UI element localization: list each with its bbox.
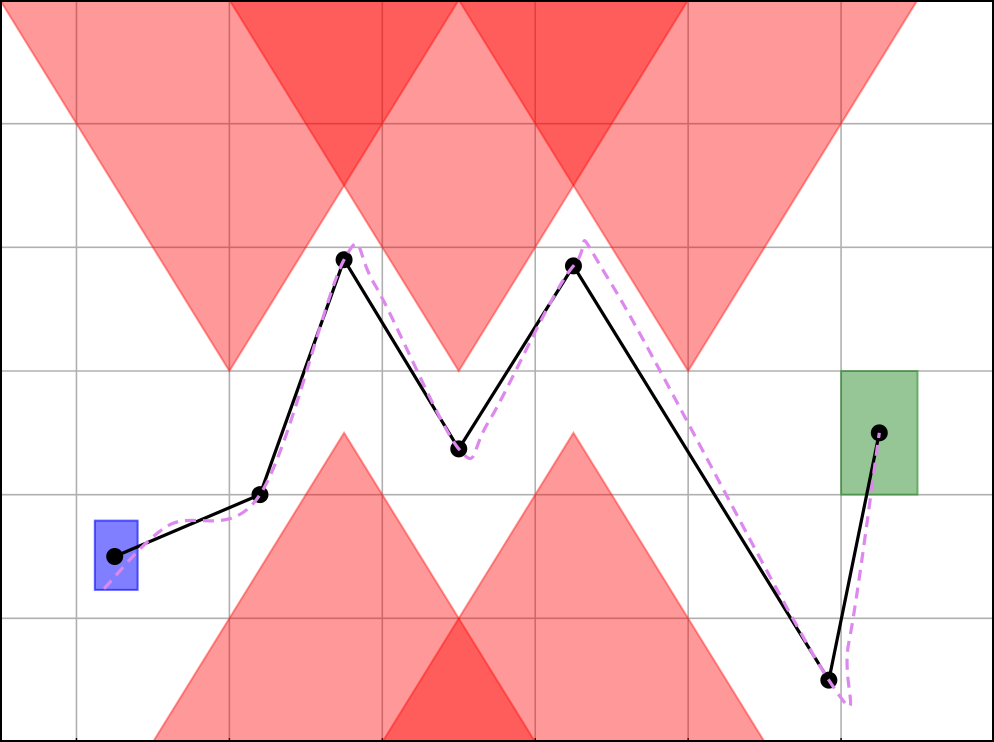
obstacle <box>151 430 537 742</box>
smoothed-path <box>102 239 881 708</box>
obstacle <box>0 0 460 373</box>
obstacle <box>228 0 690 373</box>
waypoint <box>106 548 124 565</box>
obstacle <box>457 0 919 373</box>
obstacle <box>381 430 766 742</box>
